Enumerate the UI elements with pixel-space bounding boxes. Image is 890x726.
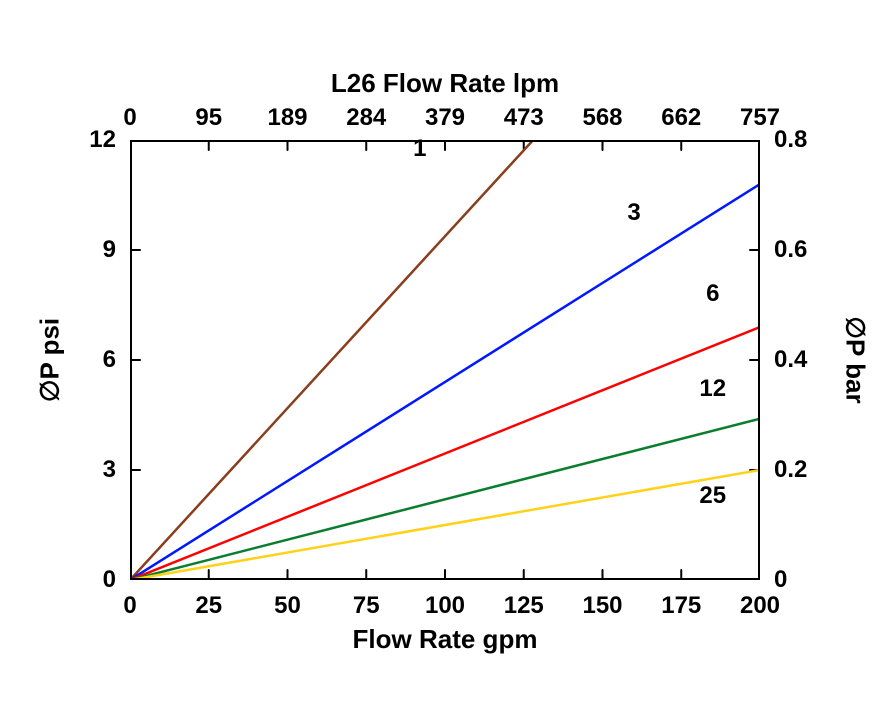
axis-title-left: ∅P psi — [35, 318, 66, 402]
ytick-right-label: 0 — [774, 566, 787, 594]
ytick-left-label: 9 — [103, 236, 116, 264]
xtick-bottom-label: 25 — [195, 592, 222, 620]
xtick-top-label: 379 — [425, 104, 465, 132]
series-label-3: 3 — [627, 199, 640, 227]
xtick-top-label: 189 — [267, 104, 307, 132]
chart-container: L26 Flow Rate lpm Flow Rate gpm ∅P psi ∅… — [0, 0, 890, 726]
xtick-bottom-label: 50 — [274, 592, 301, 620]
series-label-25: 25 — [699, 482, 726, 510]
series-label-6: 6 — [706, 280, 719, 308]
plot-area — [130, 140, 760, 580]
xtick-bottom-label: 0 — [123, 592, 136, 620]
axis-title-right: ∅P bar — [840, 316, 871, 403]
xtick-top-label: 0 — [123, 104, 136, 132]
xtick-bottom-label: 200 — [740, 592, 780, 620]
axis-title-top: L26 Flow Rate lpm — [331, 68, 559, 99]
xtick-top-label: 95 — [195, 104, 222, 132]
series-label-12: 12 — [699, 375, 726, 403]
xtick-bottom-label: 175 — [661, 592, 701, 620]
series-label-1: 1 — [413, 135, 426, 163]
xtick-bottom-label: 100 — [425, 592, 465, 620]
xtick-top-label: 662 — [661, 104, 701, 132]
ytick-right-label: 0.2 — [774, 456, 807, 484]
ytick-left-label: 12 — [89, 126, 116, 154]
xtick-top-label: 284 — [346, 104, 386, 132]
ytick-right-label: 0.4 — [774, 346, 807, 374]
xtick-top-label: 473 — [504, 104, 544, 132]
ytick-left-label: 6 — [103, 346, 116, 374]
ytick-left-label: 3 — [103, 456, 116, 484]
xtick-top-label: 568 — [582, 104, 622, 132]
xtick-bottom-label: 75 — [353, 592, 380, 620]
ytick-left-label: 0 — [103, 566, 116, 594]
axis-title-bottom: Flow Rate gpm — [353, 624, 538, 655]
ytick-right-label: 0.8 — [774, 126, 807, 154]
xtick-bottom-label: 150 — [582, 592, 622, 620]
xtick-bottom-label: 125 — [504, 592, 544, 620]
plot-border — [130, 140, 760, 580]
ytick-right-label: 0.6 — [774, 236, 807, 264]
